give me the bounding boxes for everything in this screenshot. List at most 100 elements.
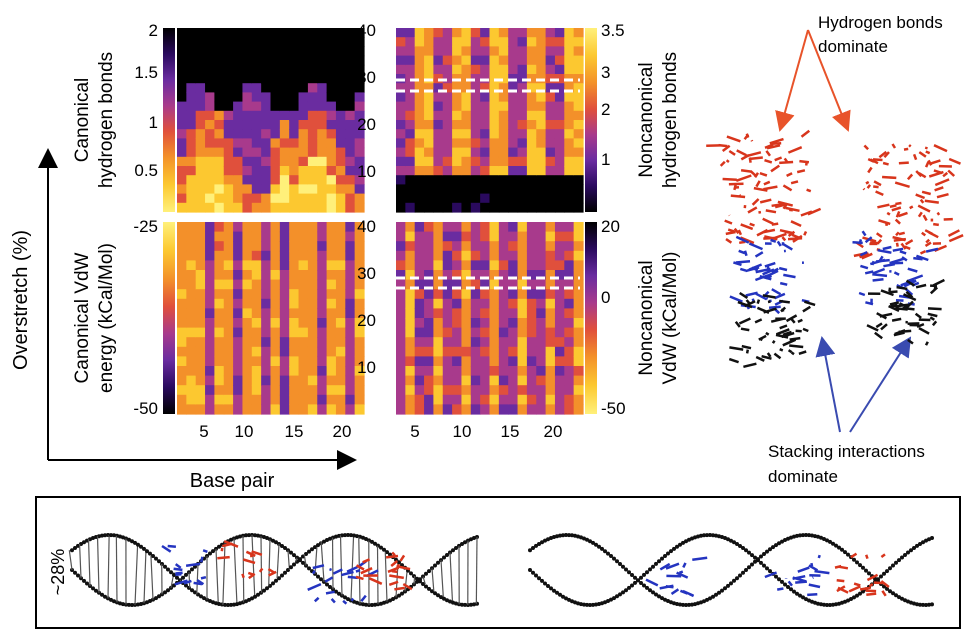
dna-segment (792, 234, 803, 243)
heatmap-cell (242, 175, 253, 185)
heatmap-cell (452, 394, 463, 405)
heatmap-cell (461, 241, 472, 252)
heatmap-cell (424, 385, 434, 396)
heatmap-cell (405, 289, 416, 300)
heatmap-cell (279, 110, 290, 121)
heatmap-cell (317, 74, 328, 84)
heatmap-cell (214, 356, 225, 367)
dna-backbone-atom (103, 533, 107, 538)
heatmap-cell (223, 270, 234, 281)
heatmap-cell (442, 318, 453, 329)
heatmap-cell (270, 327, 281, 338)
dna-backbone-atom (582, 602, 586, 607)
dna-backbone-atom (834, 543, 838, 548)
dna-segment (771, 222, 779, 226)
heatmap-cell (335, 404, 346, 415)
heatmap-cell (396, 110, 406, 121)
heatmap-cell (526, 279, 537, 290)
heatmap-cell (177, 308, 187, 319)
heatmap-cell (554, 308, 565, 319)
heatmap-cell (573, 289, 584, 300)
dna-segment (906, 300, 914, 309)
heatmap-cell (307, 46, 318, 57)
heatmap-cell (205, 260, 215, 271)
heatmap-cell (186, 193, 197, 204)
heatmap-cell (205, 270, 215, 281)
dna-segment (670, 588, 680, 595)
dna-base-pair (314, 547, 318, 574)
heatmap-cell (442, 385, 453, 396)
heatmap-cell (554, 184, 565, 195)
heatmap-cell (317, 250, 328, 261)
heatmap-cell (279, 308, 290, 319)
heatmap-cell (573, 193, 584, 204)
dna-segment (174, 563, 182, 569)
dna-backbone-atom (798, 593, 802, 598)
dna-backbone-atom (738, 573, 742, 578)
heatmap-cell (354, 55, 365, 66)
heatmap-cell (177, 83, 187, 93)
heatmap-cell (405, 404, 416, 415)
heatmap-cell (279, 279, 290, 290)
heatmap-cell (279, 337, 290, 348)
dna-strand-pair-illustration (706, 129, 964, 369)
heatmap-cell (270, 404, 281, 415)
dna-backbone-atom (900, 555, 904, 560)
dna-backbone-atom (792, 589, 796, 594)
dna-segment (936, 192, 949, 199)
dna-backbone-atom (537, 576, 541, 581)
heatmap-cell (279, 231, 290, 242)
heatmap-cell (345, 289, 356, 300)
dna-backbone-atom (714, 533, 718, 538)
heatmap-cell (345, 175, 356, 185)
heatmap-cell (480, 64, 491, 75)
heatmap-cell (461, 318, 472, 329)
heatmap-cell (326, 175, 337, 185)
heatmap-cell (414, 37, 425, 47)
dna-segment (891, 143, 897, 149)
dna-segment (729, 295, 743, 303)
dna-backbone-atom (361, 535, 365, 540)
heatmap-cell (289, 110, 300, 121)
dna-backbone-atom (166, 588, 170, 593)
heatmap-cell (242, 193, 253, 204)
heatmap-cell (517, 175, 528, 185)
colorbar-canonical-vdw (163, 222, 175, 414)
dna-segment (733, 184, 737, 191)
heatmap-cell (433, 222, 444, 233)
heatmap-cell (205, 101, 215, 112)
heatmap-cell (307, 241, 318, 252)
heatmap-cell (564, 394, 575, 405)
heatmap-cell (433, 356, 444, 367)
dna-backbone-atom (855, 560, 859, 565)
dna-backbone-atom (373, 541, 377, 546)
dna-segment (898, 231, 905, 236)
heatmap-cell (345, 28, 356, 38)
heatmap-cell (289, 92, 300, 103)
dna-segment (907, 274, 924, 283)
heatmap-cell (214, 129, 225, 139)
dna-segment (342, 599, 348, 605)
dna-backbone-atom (373, 602, 377, 607)
heatmap-cell (233, 385, 244, 396)
heatmap-cell (508, 231, 519, 242)
dna-segment (771, 340, 776, 344)
heatmap-cell (452, 138, 463, 149)
heatmap-cell (396, 138, 406, 149)
dna-segment (852, 241, 863, 245)
heatmap-cell (517, 110, 528, 121)
heatmap-cell (470, 202, 481, 213)
heatmap-cell (433, 138, 444, 149)
heatmap-cell (405, 346, 416, 357)
dna-backbone-atom (355, 600, 359, 605)
heatmap-cell (345, 193, 356, 204)
dna-backbone-atom (627, 570, 631, 575)
heatmap-cell (480, 375, 491, 386)
heatmap-cell (442, 260, 453, 271)
heatmap-cell (452, 64, 463, 75)
dna-backbone-atom (451, 548, 455, 553)
heatmap-cell (307, 337, 318, 348)
cb-tick: 2 (601, 100, 610, 119)
heatmap-cell (279, 346, 290, 357)
dna-base-pair (449, 552, 454, 602)
